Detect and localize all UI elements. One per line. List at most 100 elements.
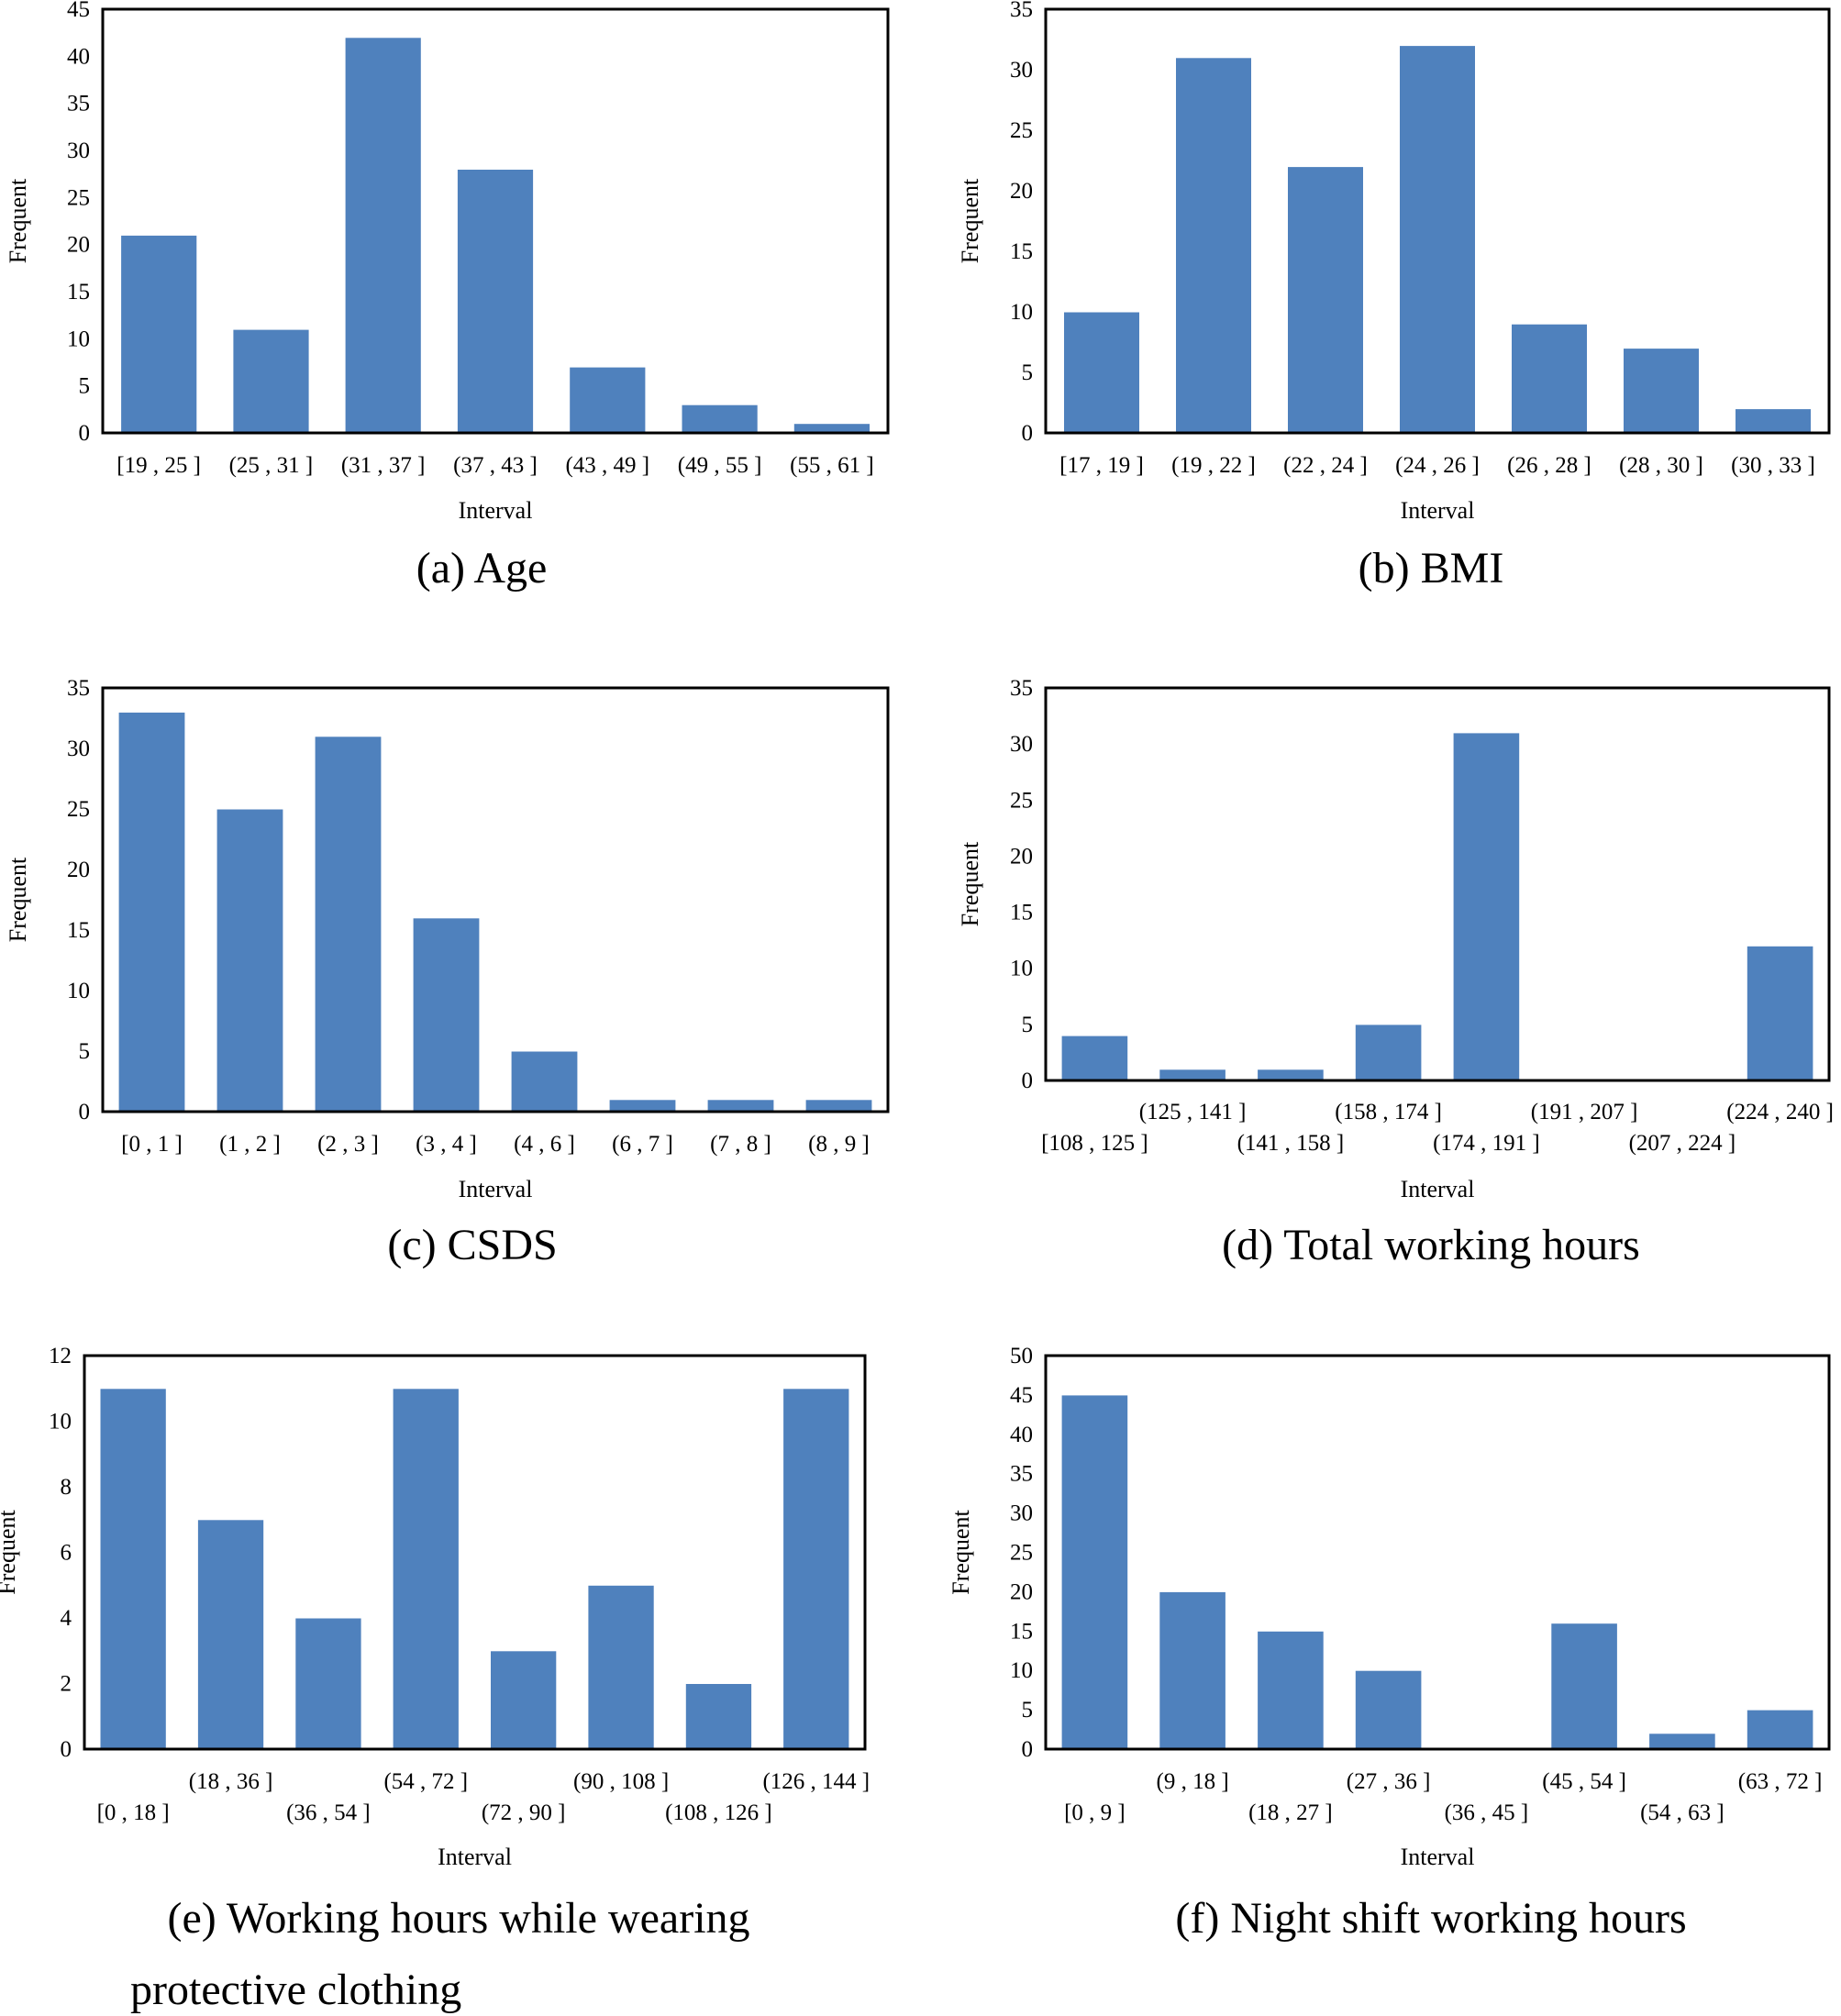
y-tick-label: 40 [67,44,90,69]
bar-e-4 [490,1650,558,1750]
x-tick-label: (72 , 90 ] [482,1800,566,1825]
chart-f: 0 5 10 15 20 25 30 35 40 45 50 [0 , 9 ] (9 , 18 ] (18… [948,1344,1831,1943]
y-tick-label: 5 [1022,1013,1034,1037]
y-tick-label: 2 [61,1672,72,1697]
x-tick-label: (18 , 27 ] [1248,1800,1333,1825]
bar-c-1 [216,808,284,1113]
x-tick-label: (36 , 54 ] [286,1800,371,1825]
x-tick-label: (158 , 174 ] [1335,1100,1442,1124]
y-tick-label: 25 [1010,1541,1033,1566]
bar-e-1 [196,1519,265,1750]
y-tick-label: 30 [1010,58,1033,83]
bar-c-5 [608,1099,677,1113]
x-axis-title: Interval [459,497,533,524]
bar-b-3 [1399,45,1476,434]
y-tick-label: 0 [1022,1069,1034,1093]
chart-d: 0 5 10 15 20 25 30 35 [108 , 125 ] (125 , 141 ] (1… [957,676,1834,1269]
y-tick-label: 30 [1010,1501,1033,1526]
x-tick-label: (125 , 141 ] [1139,1100,1247,1124]
x-tick-label: (43 , 49 ] [565,453,649,478]
x-tick-label: (1 , 2 ] [219,1132,281,1157]
bar-c-2 [314,736,383,1113]
bar-f-3 [1354,1669,1423,1750]
chart-caption: protective clothing [130,1966,461,2014]
x-tick-label: (2 , 3 ] [317,1132,379,1157]
y-tick-label: 40 [1010,1423,1033,1447]
x-tick-label: (90 , 108 ] [573,1769,669,1794]
x-axis-title: Interval [459,1176,533,1202]
x-tick-label: (22 , 24 ] [1283,453,1368,478]
x-tick-label: (31 , 37 ] [341,453,426,478]
bar-f-2 [1257,1630,1325,1750]
y-tick-label: 10 [1010,300,1033,325]
bar-f-1 [1159,1590,1226,1750]
y-axis-title: Frequent [5,178,31,263]
chart-caption: (f) Night shift working hours [1175,1894,1686,1943]
x-tick-label: (3 , 4 ] [416,1132,477,1157]
y-tick-label: 5 [79,374,91,399]
y-tick-label: 25 [1010,788,1033,813]
bar-e-3 [392,1388,460,1750]
bar-d-7 [1746,945,1814,1081]
bar-f-5 [1550,1623,1618,1750]
x-tick-label: [0 , 1 ] [121,1132,183,1157]
chart-caption: (c) CSDS [387,1221,557,1269]
x-tick-label: (191 , 207 ] [1531,1100,1638,1124]
y-tick-label: 30 [67,138,90,163]
plot-frame-a [101,7,890,435]
y-tick-label: 35 [67,676,90,701]
y-tick-label: 35 [1010,676,1033,701]
bar-a-0 [120,234,198,434]
x-tick-label: (4 , 6 ] [514,1132,575,1157]
y-tick-label: 5 [1022,1698,1034,1722]
chart-caption: (e) Working hours while wearing [167,1894,749,1943]
bar-d-2 [1257,1069,1325,1081]
y-tick-label: 10 [1010,1658,1033,1683]
x-tick-label: (141 , 158 ] [1237,1131,1345,1156]
x-tick-label: [0 , 18 ] [97,1800,170,1825]
x-tick-label: (37 , 43 ] [453,453,538,478]
x-tick-label: [19 , 25 ] [116,453,201,478]
x-axis-title: Interval [1401,1844,1475,1870]
x-tick-label: (30 , 33 ] [1731,453,1815,478]
y-tick-label: 15 [67,918,90,943]
y-tick-label: 35 [1010,1462,1033,1487]
plot-frame-c [101,686,890,1113]
bar-d-3 [1354,1024,1423,1081]
x-tick-label: (49 , 55 ] [678,453,762,478]
y-tick-label: 15 [67,280,90,305]
y-tick-label: 0 [79,1100,91,1124]
y-tick-label: 8 [61,1475,72,1500]
bar-c-6 [706,1099,775,1113]
y-tick-label: 25 [67,797,90,822]
bar-a-4 [569,366,647,434]
x-tick-label: [108 , 125 ] [1041,1131,1148,1156]
bar-a-5 [681,404,759,434]
x-tick-label: (45 , 54 ] [1542,1769,1626,1794]
chart-caption: (a) Age [416,544,548,593]
y-tick-label: 20 [1010,1579,1033,1604]
y-tick-label: 35 [1010,0,1033,22]
bar-e-5 [587,1584,655,1750]
chart-caption: (b) BMI [1359,544,1504,593]
x-tick-label: (27 , 36 ] [1347,1769,1431,1794]
y-tick-label: 35 [67,92,90,116]
y-tick-label: 50 [1010,1344,1033,1368]
bar-b-0 [1063,311,1140,434]
bar-a-1 [232,328,310,434]
y-tick-label: 10 [67,327,90,351]
bar-d-0 [1060,1035,1129,1081]
y-tick-label: 15 [1010,901,1033,925]
y-tick-label: 15 [1010,1619,1033,1644]
y-tick-label: 6 [61,1541,72,1566]
y-tick-label: 12 [49,1344,72,1368]
x-tick-label: (36 , 45 ] [1445,1800,1529,1825]
y-axis-title: Frequent [0,1510,20,1595]
bar-c-3 [412,917,481,1113]
x-axis-title: Interval [438,1844,512,1870]
plot-frame-f [1044,1354,1831,1751]
x-tick-label: (54 , 72 ] [383,1769,468,1794]
x-tick-label: (174 , 191 ] [1433,1131,1540,1156]
bar-b-1 [1175,57,1252,434]
y-axis-title: Frequent [948,1510,974,1595]
